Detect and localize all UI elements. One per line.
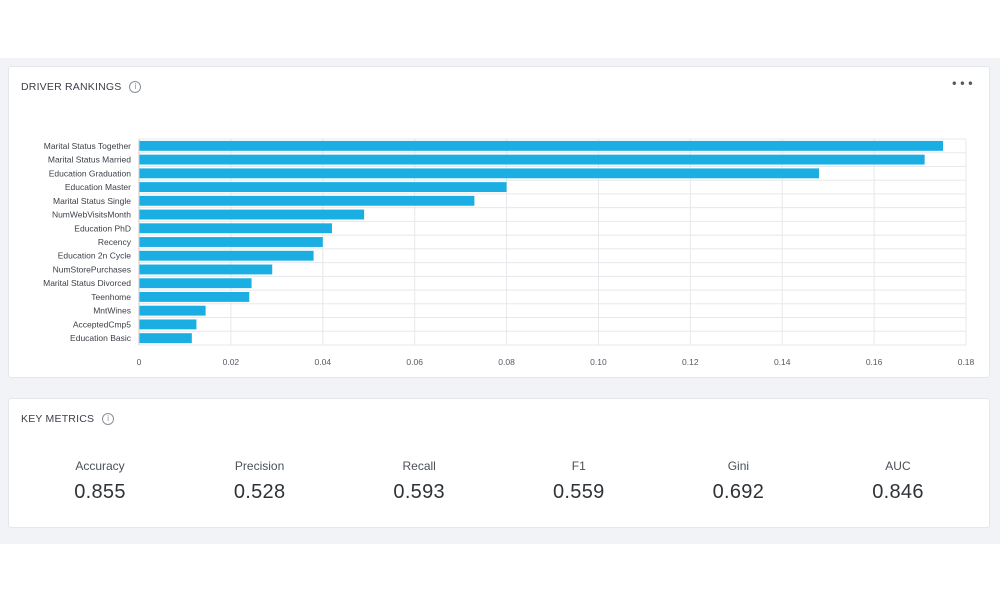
y-tick-label: Marital Status Married <box>48 155 131 165</box>
info-icon[interactable]: i <box>102 413 115 425</box>
more-options-icon[interactable]: ••• <box>950 77 975 91</box>
x-tick-label: 0.16 <box>866 357 883 367</box>
y-tick-label: NumStorePurchases <box>53 264 131 274</box>
y-tick-label: Education Basic <box>70 333 132 343</box>
metric-label: Precision <box>234 459 285 473</box>
x-tick-label: 0.06 <box>406 357 423 367</box>
y-tick-label: Teenhome <box>91 292 131 302</box>
bar[interactable] <box>139 291 250 302</box>
y-tick-label: NumWebVisitsMonth <box>52 210 131 220</box>
bar-chart-svg: 0 0.02 0.04 0.06 0.08 0.10 0.12 0.14 0.16 0.18 Mar… <box>43 138 975 367</box>
key-metrics-header: KEY METRICS i <box>21 413 115 425</box>
y-tick-label: Education 2n Cycle <box>58 251 132 261</box>
metric-label: AUC <box>885 459 911 473</box>
y-tick-label: Education Master <box>65 182 131 192</box>
metric-recall: Recall 0.593 <box>378 459 460 504</box>
bar[interactable] <box>139 333 192 344</box>
y-tick-label: Marital Status Single <box>53 196 131 206</box>
metric-value: 0.692 <box>712 481 765 503</box>
metric-value: 0.846 <box>872 481 924 503</box>
x-tick-label: 0.10 <box>590 357 607 367</box>
dashboard-canvas: DRIVER RANKINGS i ••• 0 0.02 0.04 0.06 0.08 0… <box>0 58 1000 544</box>
metric-f1: F1 0.559 <box>538 459 620 504</box>
x-tick-label: 0.04 <box>315 357 332 367</box>
metric-value: 0.528 <box>233 481 286 503</box>
x-tick-label: 0 <box>137 357 142 367</box>
x-tick-label: 0.02 <box>223 357 240 367</box>
metric-accuracy: Accuracy 0.855 <box>59 459 141 504</box>
metric-gini: Gini 0.692 <box>697 459 779 504</box>
metric-precision: Precision 0.528 <box>219 459 301 504</box>
bar[interactable] <box>139 168 819 179</box>
bar[interactable] <box>139 209 365 220</box>
x-tick-label: 0.08 <box>498 357 515 367</box>
bar[interactable] <box>139 223 332 234</box>
bar[interactable] <box>139 154 925 165</box>
bar[interactable] <box>139 278 252 289</box>
key-metrics-title: KEY METRICS <box>21 413 95 425</box>
bar[interactable] <box>139 305 206 316</box>
y-tick-label: AcceptedCmp5 <box>73 319 131 329</box>
y-tick-label: Recency <box>98 237 132 247</box>
driver-rankings-chart: 0 0.02 0.04 0.06 0.08 0.10 0.12 0.14 0.16 0.18 Mar… <box>9 67 991 379</box>
metric-label: F1 <box>571 459 586 473</box>
metric-label: Gini <box>727 459 750 473</box>
bar[interactable] <box>139 264 273 275</box>
info-icon[interactable]: i <box>129 81 142 93</box>
metric-value: 0.855 <box>74 481 126 503</box>
y-tick-label: Education Graduation <box>49 168 131 178</box>
bar[interactable] <box>139 250 314 261</box>
metric-value: 0.593 <box>393 481 445 503</box>
driver-rankings-header: DRIVER RANKINGS i <box>21 81 142 93</box>
driver-rankings-card: DRIVER RANKINGS i ••• 0 0.02 0.04 0.06 0.08 0… <box>8 66 990 378</box>
x-tick-label: 0.12 <box>682 357 699 367</box>
metric-label: Recall <box>402 459 436 473</box>
metric-label: Accuracy <box>75 459 125 473</box>
y-tick-label: Education PhD <box>74 223 131 233</box>
bar[interactable] <box>139 195 475 206</box>
metric-value: 0.559 <box>553 481 605 503</box>
key-metrics-card: KEY METRICS i Accuracy 0.855 Precision 0… <box>8 398 990 528</box>
bar[interactable] <box>139 140 944 151</box>
x-tick-label: 0.14 <box>774 357 791 367</box>
metrics-row: Accuracy 0.855 Precision 0.528 Recall 0.… <box>9 459 989 504</box>
bar[interactable] <box>139 319 197 330</box>
y-tick-label: Marital Status Divorced <box>43 278 131 288</box>
bar[interactable] <box>139 182 507 193</box>
y-tick-label: Marital Status Together <box>44 141 131 151</box>
bar[interactable] <box>139 237 323 247</box>
metric-auc: AUC 0.846 <box>857 459 939 504</box>
driver-rankings-title: DRIVER RANKINGS <box>21 81 122 93</box>
x-tick-label: 0.18 <box>958 357 975 367</box>
y-tick-label: MntWines <box>93 306 131 316</box>
